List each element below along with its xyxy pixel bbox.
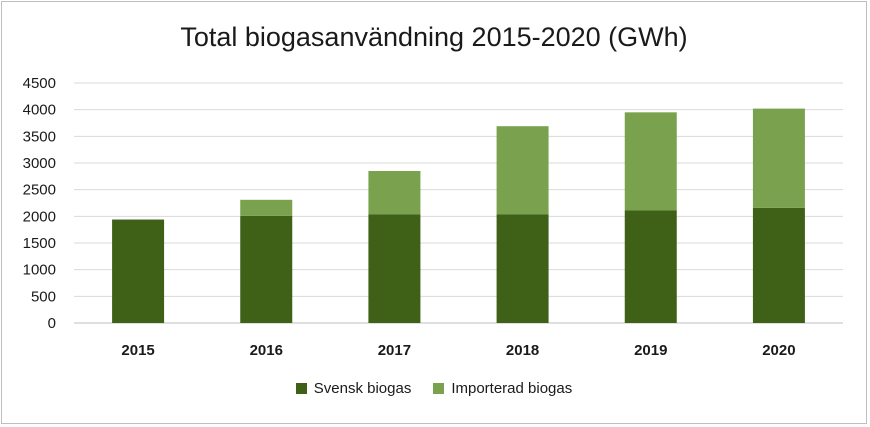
y-tick-label: 3000 [23, 155, 56, 172]
bar-svensk-2019 [624, 210, 677, 323]
bar-importerad-2018 [496, 126, 549, 215]
legend-item-importerad: Importerad biogas [433, 380, 572, 397]
y-tick-label: 0 [48, 315, 56, 332]
x-tick-label: 2016 [250, 342, 283, 359]
x-tick-label: 2015 [121, 342, 154, 359]
legend-item-svensk: Svensk biogas [295, 380, 412, 397]
bar-svensk-2018 [496, 214, 549, 323]
y-tick-label: 2500 [23, 182, 56, 199]
bar-svensk-2017 [368, 214, 421, 323]
x-tick-label: 2020 [762, 342, 795, 359]
legend-label-importerad: Importerad biogas [451, 380, 573, 397]
bar-svensk-2015 [112, 219, 165, 323]
legend-label-svensk: Svensk biogas [313, 380, 412, 397]
bar-svensk-2016 [240, 215, 293, 323]
y-tick-label: 3500 [23, 128, 56, 145]
chart-title: Total biogasanvändning 2015-2020 (GWh) [180, 22, 688, 52]
y-tick-label: 4000 [23, 102, 56, 119]
legend-swatch-importerad [433, 383, 445, 394]
bar-importerad-2017 [368, 171, 421, 215]
x-tick-label: 2018 [506, 342, 539, 359]
y-tick-label: 4500 [23, 75, 56, 92]
y-tick-label: 1500 [23, 235, 56, 252]
bar-importerad-2016 [240, 199, 293, 216]
x-tick-label: 2019 [634, 342, 667, 359]
y-tick-label: 500 [31, 288, 56, 305]
x-tick-label: 2017 [378, 342, 411, 359]
y-tick-label: 1000 [23, 262, 56, 279]
legend-swatch-svensk [295, 383, 307, 394]
y-tick-label: 2000 [23, 208, 56, 225]
bar-importerad-2019 [624, 112, 677, 211]
bar-importerad-2020 [752, 108, 805, 208]
bar-svensk-2020 [752, 207, 805, 323]
legend: Svensk biogas Importerad biogas [0, 380, 868, 397]
